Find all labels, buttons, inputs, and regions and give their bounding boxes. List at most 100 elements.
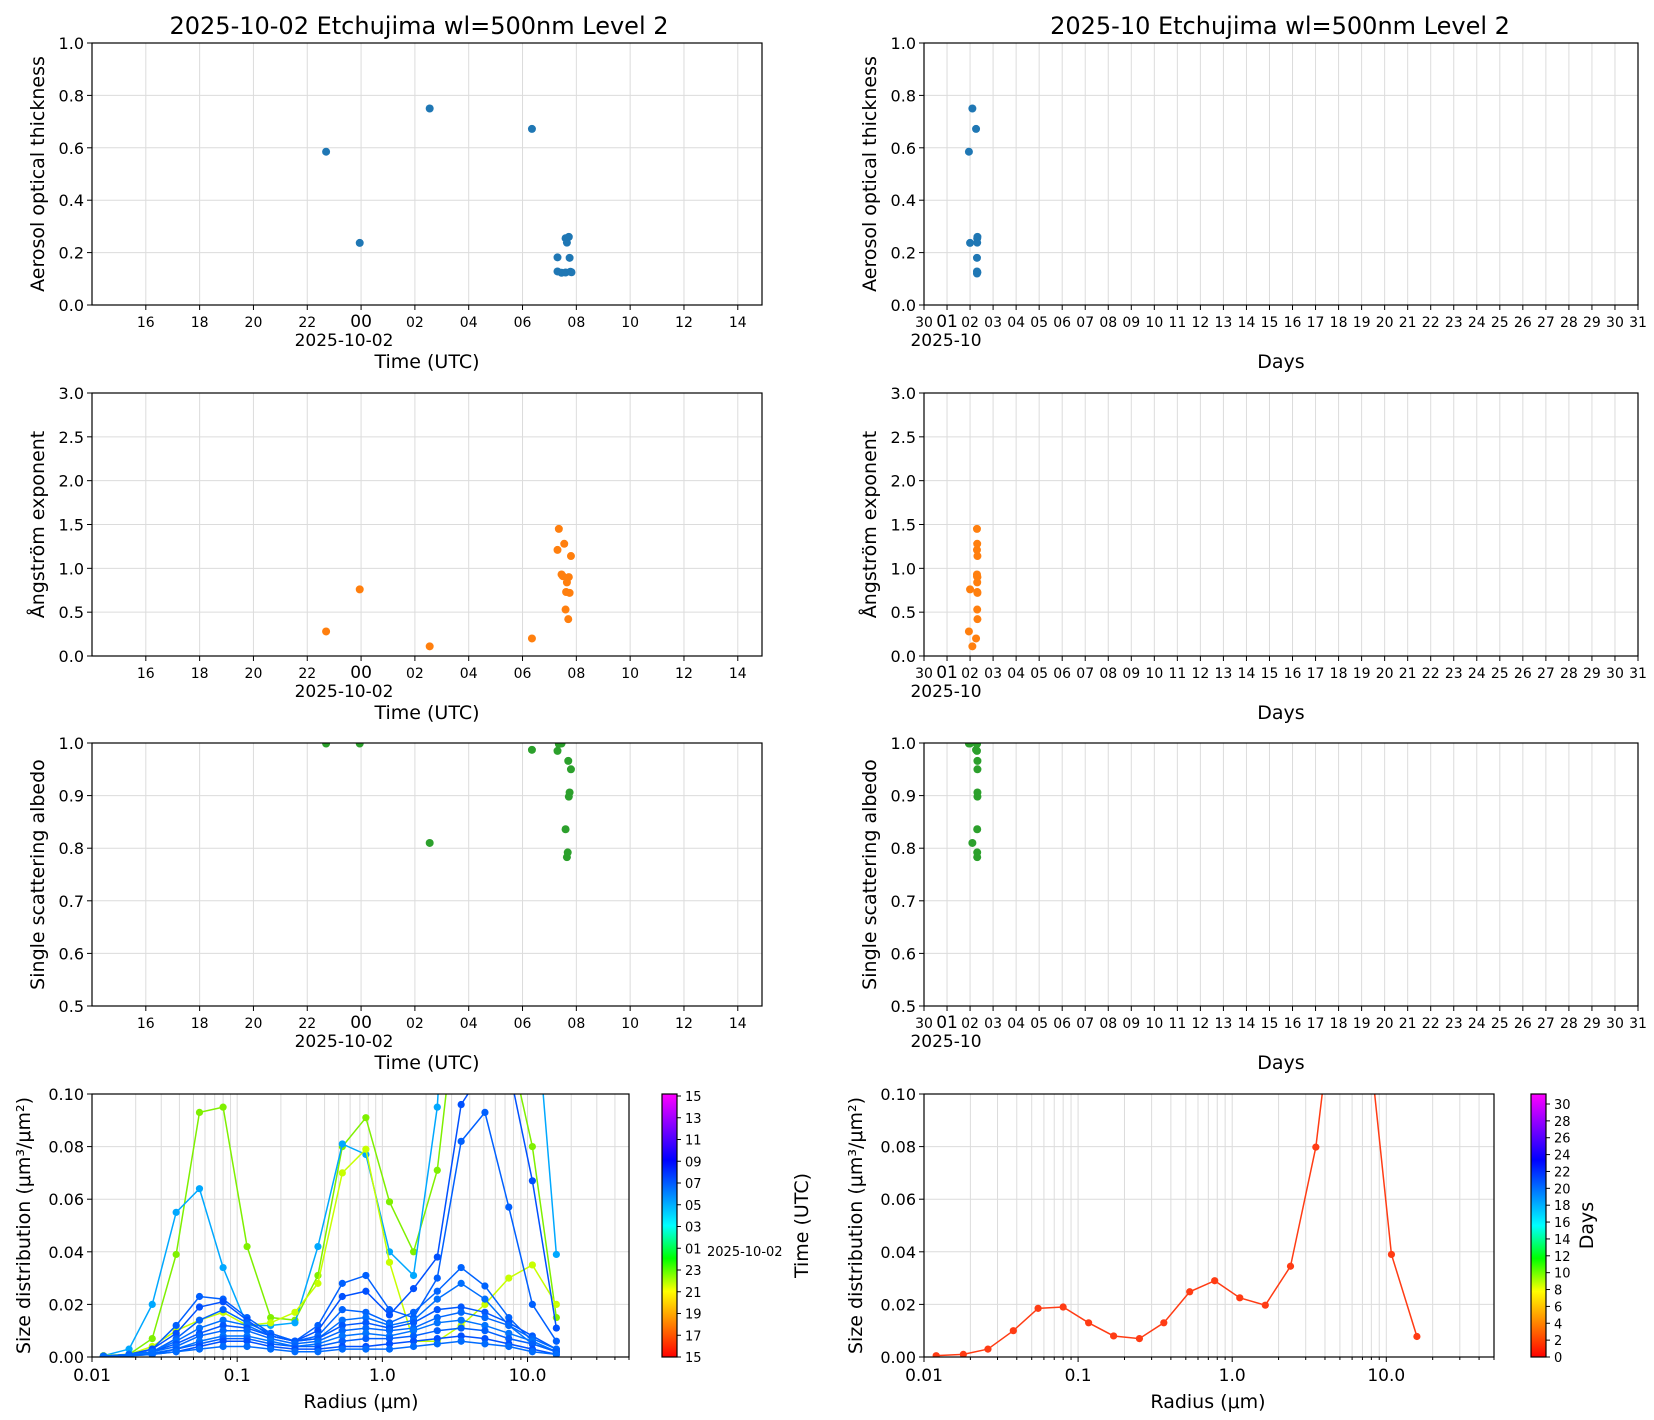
x-tick-label: 11 xyxy=(1168,1016,1186,1032)
size-distribution-point xyxy=(959,1350,967,1357)
size-distribution-point xyxy=(505,1274,513,1282)
data-point xyxy=(972,524,981,533)
size-distribution-line xyxy=(103,1306,557,1357)
y-tick-label: 1.5 xyxy=(59,516,84,535)
colorbar-tick-label: 4 xyxy=(1554,1317,1562,1332)
size-distribution-point xyxy=(338,1140,346,1148)
y-tick-label: 0.08 xyxy=(880,1138,916,1157)
size-distribution-point xyxy=(385,1306,394,1314)
y-tick-label: 2.5 xyxy=(59,428,84,447)
x-tick-label: 31 xyxy=(1629,1016,1647,1032)
data-point xyxy=(973,539,982,548)
size-distribution-point xyxy=(314,1279,322,1287)
size-distribution-point xyxy=(1186,1288,1194,1296)
colorbar-tick-label: 21 xyxy=(685,1286,702,1301)
size-distribution-point xyxy=(362,1145,370,1153)
size-distribution-point xyxy=(552,1300,560,1308)
size-distribution-line xyxy=(103,1094,558,1357)
x-tick-label: 24 xyxy=(1468,315,1486,331)
date-label: 2025-10-02 xyxy=(295,682,394,702)
y-tick-label: 0.0 xyxy=(59,296,84,315)
x-tick-label: 06 xyxy=(514,1016,532,1032)
size-distribution-point xyxy=(481,1340,489,1348)
data-point xyxy=(566,552,575,561)
size-distribution-point xyxy=(433,1340,441,1348)
y-tick-label: 1.0 xyxy=(891,734,916,753)
y-tick-label: 0.04 xyxy=(48,1243,84,1262)
size-distribution-point xyxy=(481,1321,489,1330)
size-distribution-point xyxy=(172,1321,180,1330)
x-tick-label: 20 xyxy=(1376,315,1394,331)
colorbar-tick-label: 20 xyxy=(1554,1182,1571,1197)
x-tick-label: 27 xyxy=(1537,315,1555,331)
y-tick-label: 0.8 xyxy=(891,839,916,858)
x-tick-label: 1.0 xyxy=(1219,1366,1246,1386)
data-point xyxy=(565,788,574,797)
x-tick-label: 30 xyxy=(915,315,933,331)
data-point xyxy=(355,585,364,594)
colorbar: 15 17 19 21 23 01 03 05 07 09 11 13 15 2025-10-02 Time… xyxy=(661,1090,813,1366)
x-tick-label: 18 xyxy=(1330,315,1348,331)
x-tick-label: 05 xyxy=(1030,315,1048,331)
size-distribution-point xyxy=(195,1185,204,1193)
date-label: 2025-10 xyxy=(910,331,981,351)
x-tick-label: 10 xyxy=(1145,1016,1163,1032)
data-point xyxy=(567,268,576,277)
y-axis-label: Aerosol optical thickness xyxy=(859,56,881,292)
size-distribution-point xyxy=(172,1208,180,1216)
size-distribution-point xyxy=(409,1342,418,1351)
size-distribution-point xyxy=(457,1279,465,1287)
size-distribution-point xyxy=(433,1313,441,1322)
size-distribution-point xyxy=(219,1321,227,1330)
x-tick-label: 29 xyxy=(1583,1016,1601,1032)
size-distribution-point xyxy=(385,1258,394,1266)
size-distribution-point xyxy=(433,1295,441,1303)
x-tick-label: 12 xyxy=(1191,666,1209,682)
x-tick-label: 18 xyxy=(1330,1016,1348,1032)
plot-frame xyxy=(91,42,763,306)
data-point xyxy=(973,268,982,277)
size-distribution-point xyxy=(125,1345,133,1353)
y-tick-label: 0.0 xyxy=(891,647,916,666)
colorbar-tick-label: 16 xyxy=(1554,1216,1571,1231)
size-distribution-point xyxy=(125,1352,133,1357)
x-tick-label: 19 xyxy=(1353,315,1371,331)
data-point xyxy=(966,238,975,247)
x-tick-label: 10 xyxy=(621,1016,639,1032)
size-distribution-point xyxy=(481,827,488,834)
x-tick-label: 02 xyxy=(406,1016,424,1032)
data-point xyxy=(355,743,364,748)
x-tick-label: 0.1 xyxy=(1065,1366,1092,1386)
size-distribution-point xyxy=(219,1327,227,1335)
colorbar-tick-label: 22 xyxy=(1554,1165,1571,1180)
x-tick-label: 30 xyxy=(1606,1016,1624,1032)
data-point xyxy=(425,642,434,651)
y-tick-label: 2.0 xyxy=(891,472,916,491)
data-point xyxy=(966,585,975,594)
y-axis-label: Aerosol optical thickness xyxy=(27,56,49,292)
y-tick-label: 0.10 xyxy=(48,1085,84,1104)
x-tick-label: 03 xyxy=(984,666,1002,682)
y-axis-label: Size distribution (μm³/μm²) xyxy=(845,1097,867,1354)
x-tick-label: 09 xyxy=(1122,1016,1140,1032)
size-distribution-point xyxy=(338,1292,346,1301)
y-tick-label: 2.5 xyxy=(891,428,916,447)
data-point xyxy=(553,545,562,554)
colorbar-gradient xyxy=(1531,1094,1546,1357)
x-tick-label: 29 xyxy=(1583,315,1601,331)
x-tick-label: 13 xyxy=(1215,315,1233,331)
size-distribution-point xyxy=(148,1350,156,1357)
size-distribution-point xyxy=(338,1327,346,1335)
plot-area xyxy=(964,524,982,651)
size-distribution-point xyxy=(481,1308,489,1316)
x-tick-label: 04 xyxy=(460,315,478,331)
size-distribution-point xyxy=(457,1100,465,1109)
x-tick-label: 16 xyxy=(1284,666,1302,682)
x-tick-label: 22 xyxy=(1422,666,1440,682)
size-distribution-point xyxy=(481,1282,489,1290)
x-tick-label: 07 xyxy=(1076,666,1094,682)
data-point xyxy=(973,765,982,774)
x-tick-label: 04 xyxy=(460,1016,478,1032)
x-tick-label: 24 xyxy=(1468,1016,1486,1032)
date-label: 2025-10-02 xyxy=(295,331,394,351)
